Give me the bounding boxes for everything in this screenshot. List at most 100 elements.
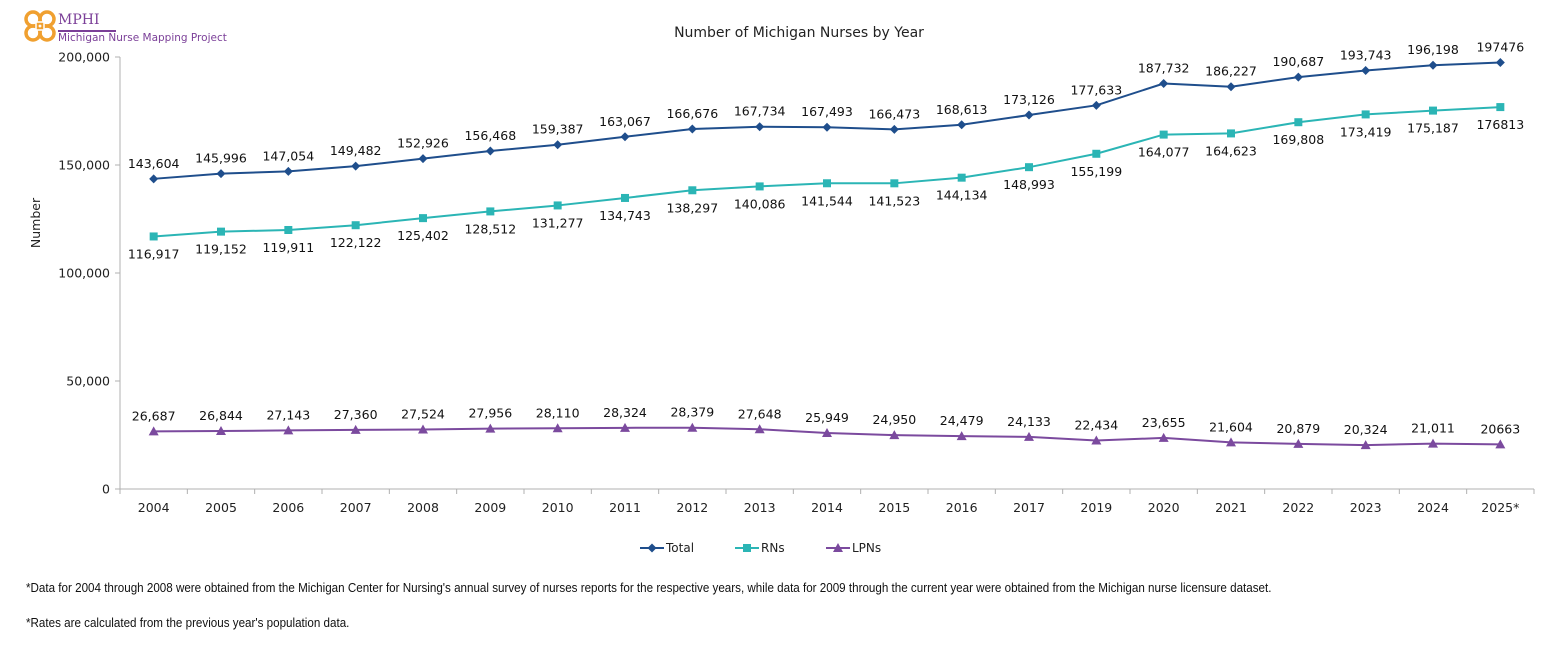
data-point-total	[755, 122, 765, 132]
data-point-lpns	[1226, 437, 1236, 447]
data-point-rns	[1294, 118, 1303, 127]
data-point-rns	[419, 214, 427, 223]
data-label-total: 193,743	[1340, 48, 1392, 63]
data-label-lpns: 28,110	[536, 405, 580, 420]
y-tick-label: 100,000	[58, 266, 110, 281]
data-label-total: 190,687	[1272, 54, 1324, 69]
logo-org-name: MPHI	[58, 12, 100, 28]
x-tick-label: 2021	[1215, 500, 1247, 515]
data-label-rns: 134,743	[599, 208, 651, 223]
data-point-total	[822, 122, 832, 132]
axes: 0 50,000 100,000 150,000 200,000 2004 2005 2006…	[58, 50, 1535, 515]
data-point-total	[1024, 110, 1034, 120]
data-point-total	[418, 154, 428, 164]
x-tick-label: 2025*	[1481, 500, 1519, 515]
data-label-total: 149,482	[330, 143, 382, 158]
data-point-lpns	[754, 424, 765, 434]
x-tick-label: 2008	[407, 500, 439, 515]
data-label-total: 187,732	[1138, 60, 1190, 75]
data-point-lpns	[1495, 439, 1506, 449]
data-point-rns	[486, 207, 495, 216]
data-label-rns: 173,419	[1340, 124, 1392, 139]
data-point-total	[1293, 72, 1303, 82]
chart-title: Number of Michigan Nurses by Year	[674, 25, 924, 41]
data-point-lpns	[418, 424, 428, 434]
x-tick-label: 2017	[1013, 500, 1045, 515]
data-label-rns: 131,277	[532, 215, 584, 230]
data-label-rns: 140,086	[734, 196, 786, 211]
data-point-lpns	[956, 431, 967, 441]
data-label-rns: 164,623	[1205, 143, 1257, 158]
legend-label: Total	[666, 541, 695, 555]
y-tick-label: 150,000	[58, 158, 110, 173]
data-label-rns: 119,152	[195, 242, 247, 257]
legend-item-rns: RNs	[735, 541, 785, 555]
data-point-rns	[1227, 129, 1235, 138]
data-label-total: 163,067	[599, 114, 651, 129]
data-label-lpns: 23,655	[1142, 415, 1186, 430]
data-label-lpns: 22,434	[1074, 418, 1118, 433]
data-label-total: 143,604	[128, 156, 180, 171]
data-label-lpns: 25,949	[805, 410, 849, 425]
data-label-total: 147,054	[262, 148, 314, 163]
y-axis-label: Number	[28, 197, 43, 248]
mphi-knot-icon	[24, 10, 56, 42]
x-tick-label: 2004	[138, 500, 170, 515]
x-tick-label: 2013	[744, 500, 776, 515]
data-point-lpns	[216, 426, 226, 436]
data-point-total	[485, 146, 495, 156]
data-labels: 143,604 145,996 147,054 149,482 152,926 156,4…	[128, 39, 1524, 437]
data-point-total	[1428, 60, 1438, 70]
data-point-rns	[1159, 130, 1168, 139]
data-label-rns: 175,187	[1407, 121, 1459, 136]
data-point-rns	[1429, 106, 1437, 115]
data-label-lpns: 20663	[1480, 421, 1520, 436]
data-point-rns	[553, 201, 562, 210]
footnote-rates: *Rates are calculated from the previous …	[26, 616, 350, 630]
data-label-total: 152,926	[397, 136, 449, 151]
data-label-rns: 116,917	[128, 246, 180, 261]
data-point-total	[1495, 57, 1505, 67]
data-point-rns	[149, 232, 158, 241]
data-point-lpns	[1024, 431, 1034, 441]
x-tick-label: 2006	[272, 500, 304, 515]
x-tick-label: 2016	[946, 500, 978, 515]
data-label-lpns: 28,324	[603, 405, 647, 420]
data-point-lpns	[350, 424, 361, 434]
y-tick-label: 0	[102, 482, 110, 497]
data-label-lpns: 27,956	[468, 406, 512, 421]
data-point-rns	[1092, 149, 1101, 158]
data-label-total: 196,198	[1407, 42, 1459, 57]
data-label-total: 177,633	[1070, 82, 1122, 97]
data-label-rns: 148,993	[1003, 177, 1055, 192]
chart-legend: Total RNs LPNs	[0, 541, 1567, 559]
data-label-rns: 164,077	[1138, 145, 1190, 160]
data-point-total	[149, 174, 159, 184]
data-point-lpns	[552, 423, 563, 433]
data-label-lpns: 26,687	[132, 408, 176, 423]
data-label-total: 168,613	[936, 102, 988, 117]
data-point-total	[283, 166, 293, 176]
data-label-lpns: 27,143	[266, 407, 310, 422]
data-point-lpns	[485, 423, 496, 433]
logo-underline	[58, 30, 116, 32]
logo-project-name: Michigan Nurse Mapping Project	[58, 32, 227, 44]
data-point-rns	[284, 225, 293, 234]
data-point-rns	[1361, 110, 1370, 119]
data-label-total: 197476	[1476, 39, 1524, 54]
legend-triangle-icon	[826, 543, 850, 552]
data-label-lpns: 20,879	[1276, 421, 1320, 436]
y-tick-label: 200,000	[58, 50, 110, 65]
legend-item-lpns: LPNs	[826, 541, 881, 555]
data-label-lpns: 21,011	[1411, 421, 1455, 436]
data-label-rns: 169,808	[1272, 132, 1324, 147]
data-point-lpns	[1158, 432, 1169, 442]
x-tick-label: 2012	[676, 500, 708, 515]
x-tick-label: 2007	[340, 500, 372, 515]
x-tick-label: 2011	[609, 500, 641, 515]
data-label-rns: 119,911	[262, 240, 314, 255]
series-markers	[148, 57, 1506, 450]
data-label-lpns: 24,133	[1007, 414, 1051, 429]
data-label-lpns: 27,360	[334, 407, 378, 422]
data-label-total: 186,227	[1205, 64, 1257, 79]
